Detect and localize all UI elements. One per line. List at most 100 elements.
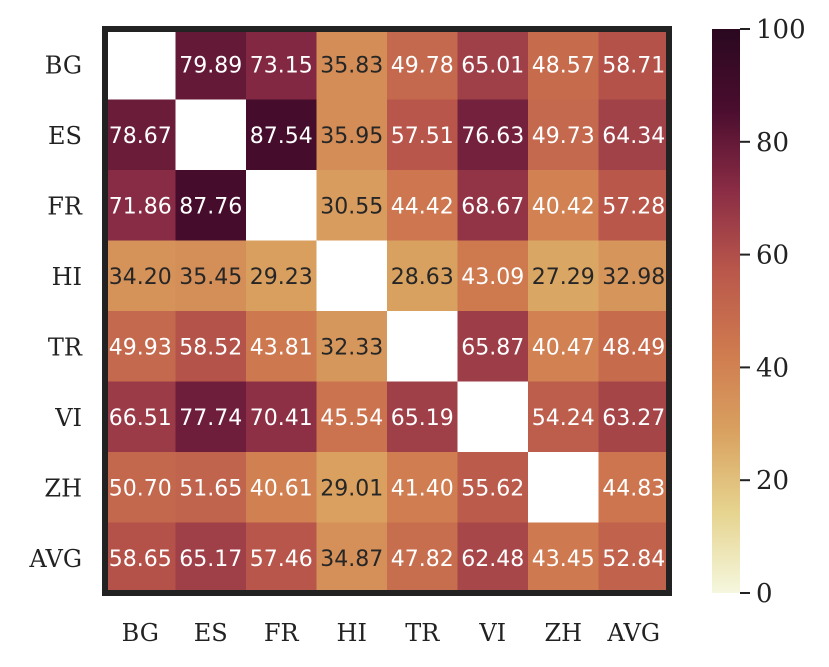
heatmap-cell xyxy=(175,170,247,242)
heatmap-cell xyxy=(316,452,388,524)
row-tick-label: BG xyxy=(45,51,82,79)
cell-value-label: 77.74 xyxy=(179,406,242,431)
cell-value-label: 71.86 xyxy=(109,194,172,219)
heatmap-cell xyxy=(387,452,459,524)
cell-value-label: 65.87 xyxy=(461,335,524,360)
heatmap-cell xyxy=(175,381,247,453)
row-tick-label: TR xyxy=(48,333,83,361)
column-tick-label: FR xyxy=(264,619,300,647)
heatmap-cell xyxy=(457,99,529,171)
heatmap-cell xyxy=(457,522,529,594)
heatmap-cell xyxy=(387,522,459,594)
heatmap-cell xyxy=(528,29,600,101)
column-tick-label: AVG xyxy=(606,619,660,647)
colorbar-gradient xyxy=(712,29,740,593)
heatmap-cell xyxy=(246,240,318,312)
cell-value-label: 87.54 xyxy=(250,124,313,149)
heatmap-cell xyxy=(457,170,529,242)
cell-value-label: 50.70 xyxy=(109,476,172,501)
heatmap-cell xyxy=(598,170,670,242)
heatmap-cell xyxy=(105,170,177,242)
cell-value-label: 54.24 xyxy=(532,406,595,431)
heatmap-cell xyxy=(175,29,247,101)
heatmap-cell xyxy=(175,99,247,171)
heatmap-cell xyxy=(316,170,388,242)
cell-value-label: 68.67 xyxy=(461,194,524,219)
heatmap-cell xyxy=(528,381,600,453)
column-tick-label: HI xyxy=(337,619,367,647)
cell-value-label: 40.61 xyxy=(250,476,313,501)
cell-value-label: 78.67 xyxy=(109,124,172,149)
cell-value-label: 66.51 xyxy=(109,406,172,431)
heatmap-cell xyxy=(387,240,459,312)
heatmap-cell xyxy=(387,170,459,242)
heatmap-cell xyxy=(598,311,670,383)
cell-value-label: 49.78 xyxy=(391,53,454,78)
colorbar-tick-label: 60 xyxy=(756,241,789,271)
heatmap-cell xyxy=(246,522,318,594)
cell-value-label: 35.45 xyxy=(179,265,242,290)
cell-value-label: 48.57 xyxy=(532,53,595,78)
heatmap-cells: 79.89 73.15 35.83 49.78 65.01 48.57 58.71 78.67… xyxy=(105,29,670,594)
cell-value-label: 57.28 xyxy=(602,194,665,219)
column-tick-label: TR xyxy=(405,619,440,647)
cell-value-label: 57.46 xyxy=(250,547,313,572)
heatmap-cell xyxy=(316,29,388,101)
row-tick-label: FR xyxy=(47,192,83,220)
heatmap-cell xyxy=(175,240,247,312)
cell-value-label: 55.62 xyxy=(461,476,524,501)
column-tick-label: ES xyxy=(194,619,228,647)
cell-value-label: 44.83 xyxy=(602,476,665,501)
cell-value-label: 63.27 xyxy=(602,406,665,431)
heatmap-cell xyxy=(528,522,600,594)
cell-value-label: 43.45 xyxy=(532,547,595,572)
heatmap-frame xyxy=(102,26,672,596)
heatmap-cell xyxy=(528,240,600,312)
heatmap-cell xyxy=(105,381,177,453)
heatmap-cell xyxy=(598,381,670,453)
cell-value-label: 40.47 xyxy=(532,335,595,360)
row-tick-label: ES xyxy=(48,122,82,150)
heatmap-cell xyxy=(598,522,670,594)
heatmap-cell xyxy=(105,311,177,383)
cell-value-label: 34.20 xyxy=(109,265,172,290)
cell-value-label: 65.17 xyxy=(179,547,242,572)
row-tick-label: AVG xyxy=(28,545,82,573)
colorbar-tick-label: 0 xyxy=(756,579,773,609)
cell-value-label: 87.76 xyxy=(179,194,242,219)
cell-value-label: 41.40 xyxy=(391,476,454,501)
heatmap-cell xyxy=(105,522,177,594)
heatmap-cell xyxy=(387,381,459,453)
heatmap-cell xyxy=(105,99,177,171)
cell-value-label: 43.09 xyxy=(461,265,524,290)
heatmap-cell xyxy=(246,170,318,242)
cell-value-label: 65.19 xyxy=(391,406,454,431)
colorbar-tick-label: 100 xyxy=(756,15,806,45)
colorbar-tick-label: 20 xyxy=(756,466,789,496)
cell-value-label: 49.93 xyxy=(109,335,172,360)
cell-value-label: 32.33 xyxy=(320,335,383,360)
heatmap-cell xyxy=(598,29,670,101)
heatmap-cell xyxy=(387,29,459,101)
heatmap-cell xyxy=(528,170,600,242)
column-labels: BG ES FR HI TR VI ZH AVG xyxy=(122,619,660,647)
cell-value-label: 34.87 xyxy=(320,547,383,572)
cell-value-label: 28.63 xyxy=(391,265,454,290)
heatmap-cell xyxy=(246,99,318,171)
column-tick-label: ZH xyxy=(544,619,582,647)
heatmap-cell xyxy=(528,99,600,171)
cell-value-label: 57.51 xyxy=(391,124,454,149)
cell-value-label: 76.63 xyxy=(461,124,524,149)
heatmap-cell xyxy=(246,452,318,524)
heatmap-cell xyxy=(175,452,247,524)
cell-value-label: 58.65 xyxy=(109,547,172,572)
heatmap-cell xyxy=(246,29,318,101)
cell-value-label: 43.81 xyxy=(250,335,313,360)
heatmap-cell xyxy=(175,522,247,594)
heatmap-cell xyxy=(316,381,388,453)
cell-value-label: 27.29 xyxy=(532,265,595,290)
heatmap-cell xyxy=(105,29,177,101)
cell-value-label: 44.42 xyxy=(391,194,454,219)
row-tick-label: VI xyxy=(54,404,82,432)
